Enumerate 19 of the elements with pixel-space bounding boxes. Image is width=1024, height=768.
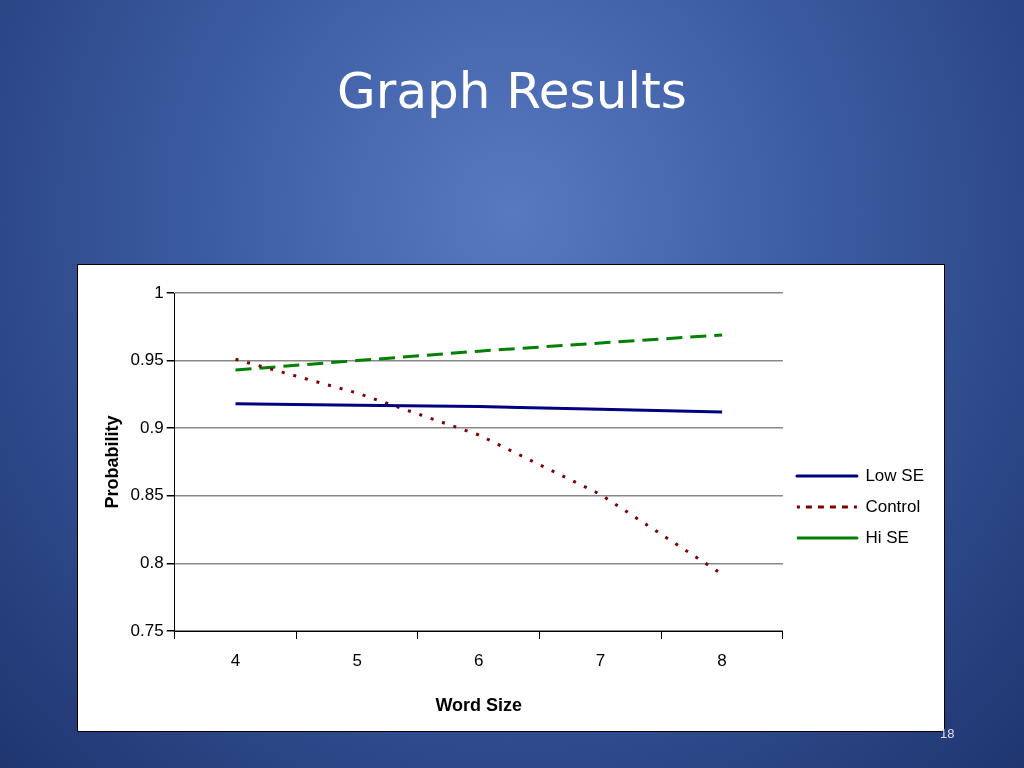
x-tick-label: 5 [352,650,362,670]
x-axis-title: Word Size [435,695,523,716]
legend-label: Low SE [865,465,925,485]
y-tick-label: 0.9 [140,417,164,437]
y-tick-label: 0.8 [140,553,164,573]
legend-label: Control [865,496,921,516]
y-tick-label: 0.95 [130,350,164,370]
y-tick-label: 1 [154,282,164,302]
text: 18 [940,726,955,741]
x-tick-label: 7 [595,650,606,670]
x-tick-label: 8 [717,650,727,670]
y-tick-label: 0.75 [130,620,164,640]
x-tick-label: 6 [474,650,484,670]
y-axis-title: Probability [101,415,122,509]
line-series [234,333,724,372]
chart-title: Graph Results [336,62,688,120]
y-tick-label: 0.85 [130,485,164,505]
legend-label: Hi SE [865,527,909,547]
x-tick-label: 4 [230,650,241,670]
